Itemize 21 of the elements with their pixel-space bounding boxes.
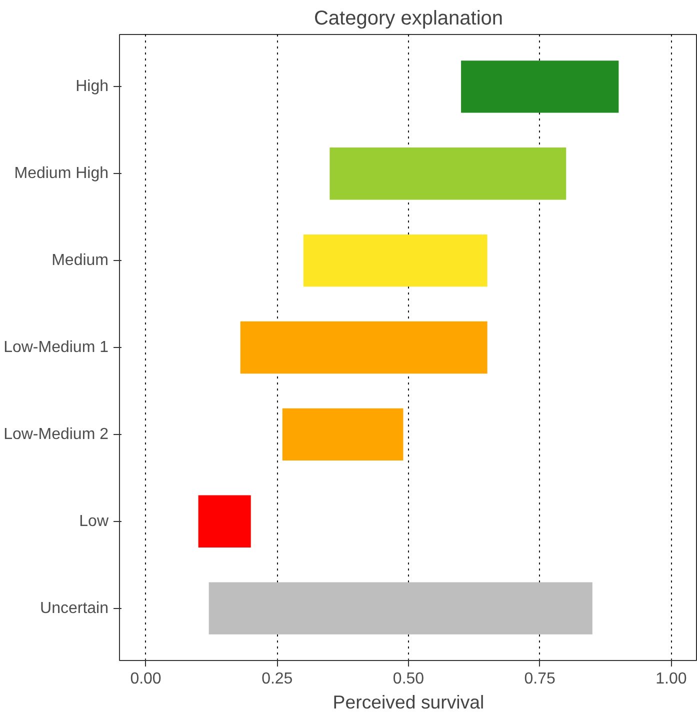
- y-tick-label: Uncertain: [40, 600, 109, 617]
- y-tick-label: Low: [79, 512, 109, 530]
- y-tick-label: High: [76, 78, 108, 96]
- bar: [240, 321, 488, 374]
- y-tick-label: Medium High: [14, 165, 109, 182]
- bar: [461, 60, 619, 113]
- x-axis-title: Perceived survival: [332, 692, 484, 712]
- x-tick-label: 0.00: [130, 670, 162, 688]
- bar: [303, 234, 488, 287]
- y-tick-label: Low-Medium 1: [4, 339, 109, 356]
- chart-title: Category explanation: [314, 8, 504, 30]
- y-tick-label: Medium: [52, 252, 108, 270]
- x-tick-label: 1.00: [656, 670, 687, 688]
- y-tick-label: Low-Medium 2: [4, 426, 109, 443]
- x-tick-label: 0.25: [262, 670, 293, 688]
- x-tick-label: 0.75: [524, 670, 556, 688]
- bar: [282, 408, 404, 461]
- bar: [330, 148, 566, 200]
- bar: [198, 495, 251, 548]
- x-tick-label: 0.50: [392, 670, 424, 688]
- bar: [208, 582, 592, 634]
